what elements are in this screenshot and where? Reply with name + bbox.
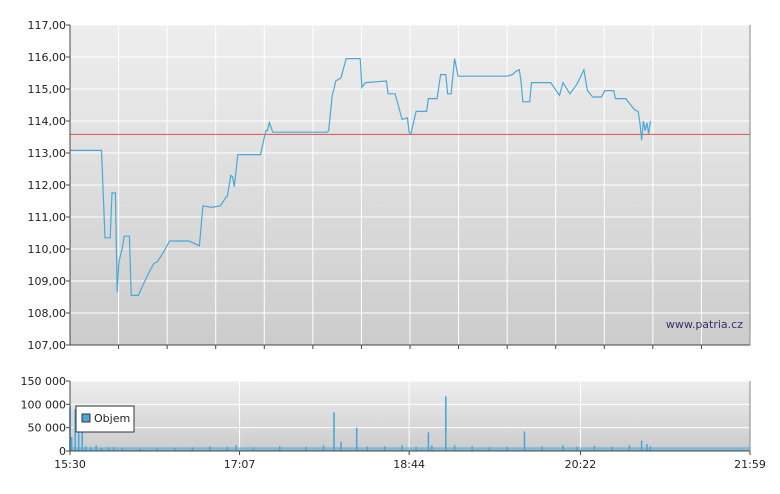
volume-bar [156,448,159,451]
volume-bar [355,427,358,451]
price-series-line [70,57,651,296]
price-y-tick-label: 115,00 [28,83,67,96]
volume-bar [70,437,73,451]
volume-x-tick-label: 15:30 [54,458,86,471]
volume-bar [112,446,115,451]
volume-x-tick-label: 20:22 [565,458,597,471]
volume-bar [100,448,103,451]
volume-x-tick-label: 21:59 [734,458,766,471]
price-y-tick-label: 116,00 [28,51,67,64]
volume-bar [279,446,281,451]
price-y-tick-label: 111,00 [28,211,67,224]
volume-bar [471,446,473,451]
volume-bar [340,441,342,451]
volume-bar [95,445,97,451]
volume-bar [427,432,430,451]
volume-bar [139,448,141,451]
legend-swatch [81,413,91,423]
legend-label: Objem [94,412,130,425]
volume-y-tick-label: 100 000 [21,398,67,411]
volume-bar [611,446,613,451]
volume-bar [191,447,194,451]
volume-bar [84,446,87,451]
volume-bar [401,445,403,451]
volume-y-tick-label: 0 [59,445,66,458]
volume-bar [431,445,433,451]
price-y-tick-label: 114,00 [28,115,67,128]
volume-bar [226,446,229,451]
price-y-tick-label: 112,00 [28,179,67,192]
volume-bar [415,446,417,451]
volume-legend: Objem [75,405,135,433]
volume-bar [366,446,368,451]
volume-bar [209,446,211,451]
volume-bar [488,447,491,451]
volume-bar [235,445,237,451]
price-y-tick-label: 107,00 [28,339,67,352]
volume-bar [453,445,456,451]
volume-bar [445,396,447,451]
watermark-text: www.patria.cz [666,318,743,331]
volume-bar [322,445,325,451]
volume-x-tick-label: 18:44 [393,458,425,471]
volume-bar [74,409,76,451]
volume-bar [506,446,508,451]
volume-x-tick-label: 17:07 [224,458,256,471]
volume-plot-background [70,381,750,451]
volume-bar [252,447,255,451]
volume-bar [121,447,124,451]
volume-bar [576,446,578,451]
volume-bar [562,445,564,451]
volume-bar [383,446,386,451]
volume-bar [640,440,643,451]
volume-bar [90,447,92,451]
volume-bar [523,431,526,451]
volume-bar [333,412,335,451]
volume-bar [305,446,307,451]
volume-bar [593,445,596,451]
price-y-tick-label: 110,00 [28,243,67,256]
price-chart: 107,00 108,00 109,00 110,00 111,00 112,00 113,… [28,19,751,352]
volume-y-tick-label: 50 000 [28,422,67,435]
volume-bar [174,447,176,451]
volume-chart: 0 50 000 100 000 150 000 15:30 17:07 18:44 20:2… [21,375,766,471]
volume-bar [649,446,652,451]
volume-bar [628,445,631,451]
volume-y-tick-label: 150 000 [21,375,67,388]
price-y-tick-label: 108,00 [28,307,67,320]
price-y-tick-label: 109,00 [28,275,67,288]
price-y-tick-label: 117,00 [28,19,67,32]
volume-bar [107,447,110,451]
volume-bar [646,444,648,451]
volume-baseline-strip [70,447,750,451]
volume-bar [541,446,543,451]
price-y-tick-label: 113,00 [28,147,67,160]
